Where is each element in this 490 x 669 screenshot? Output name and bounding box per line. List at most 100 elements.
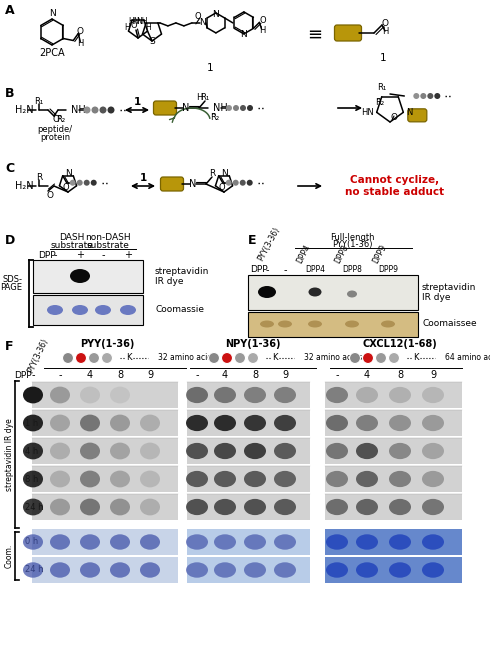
Ellipse shape — [72, 305, 88, 315]
Text: O: O — [195, 13, 201, 21]
Text: IR dye: IR dye — [422, 292, 450, 302]
Circle shape — [233, 180, 239, 186]
FancyBboxPatch shape — [187, 557, 310, 583]
Text: no stable adduct: no stable adduct — [345, 187, 444, 197]
Ellipse shape — [274, 443, 296, 459]
Ellipse shape — [214, 499, 236, 515]
Ellipse shape — [309, 288, 321, 296]
Text: 1: 1 — [133, 97, 141, 107]
Ellipse shape — [389, 387, 411, 403]
Ellipse shape — [110, 498, 130, 515]
Text: non-DASH: non-DASH — [85, 233, 131, 242]
Text: H₂N: H₂N — [15, 105, 34, 115]
Text: O: O — [77, 27, 84, 36]
Circle shape — [226, 180, 232, 186]
Ellipse shape — [274, 499, 296, 515]
Text: PYY(3-36): PYY(3-36) — [26, 337, 50, 374]
Text: H: H — [77, 39, 83, 48]
Ellipse shape — [23, 535, 43, 550]
Ellipse shape — [389, 471, 411, 487]
Text: E: E — [248, 234, 256, 247]
Ellipse shape — [326, 471, 348, 487]
Ellipse shape — [80, 387, 100, 403]
Ellipse shape — [214, 535, 236, 550]
Ellipse shape — [422, 535, 444, 550]
Circle shape — [240, 180, 245, 186]
Ellipse shape — [258, 286, 276, 298]
Ellipse shape — [422, 443, 444, 459]
Text: 24 h: 24 h — [25, 502, 44, 512]
Text: -: - — [195, 370, 199, 380]
Text: +: + — [76, 250, 84, 260]
Text: -: - — [283, 265, 287, 275]
Text: Coomassie: Coomassie — [155, 306, 204, 314]
Ellipse shape — [345, 320, 359, 328]
Circle shape — [75, 353, 87, 363]
Text: streptavidin IR dye: streptavidin IR dye — [4, 418, 14, 491]
Text: -: - — [58, 370, 62, 380]
Text: 9: 9 — [282, 370, 288, 380]
Text: O: O — [259, 16, 266, 25]
Ellipse shape — [80, 563, 100, 578]
Ellipse shape — [95, 305, 111, 315]
Ellipse shape — [381, 320, 395, 328]
Ellipse shape — [47, 305, 63, 315]
Text: R̃₂: R̃₂ — [56, 116, 66, 124]
Ellipse shape — [356, 535, 378, 550]
FancyBboxPatch shape — [187, 494, 310, 520]
Ellipse shape — [389, 443, 411, 459]
Text: A: A — [5, 4, 15, 17]
Text: H: H — [145, 23, 151, 31]
FancyBboxPatch shape — [187, 529, 310, 555]
Text: H: H — [382, 27, 388, 37]
Text: NH: NH — [213, 103, 228, 113]
Ellipse shape — [422, 415, 444, 431]
Text: PAGE: PAGE — [0, 284, 22, 292]
Text: P: P — [78, 355, 84, 361]
Circle shape — [233, 105, 239, 111]
Text: -: - — [101, 250, 105, 260]
Circle shape — [375, 353, 387, 363]
Ellipse shape — [244, 387, 266, 403]
Circle shape — [89, 353, 99, 363]
Ellipse shape — [356, 443, 378, 459]
Ellipse shape — [274, 387, 296, 403]
Text: N: N — [220, 169, 227, 177]
Ellipse shape — [23, 443, 43, 460]
Circle shape — [226, 105, 232, 111]
FancyBboxPatch shape — [325, 494, 462, 520]
Text: DPP9: DPP9 — [378, 266, 398, 274]
Ellipse shape — [214, 471, 236, 487]
Text: HN: HN — [361, 108, 374, 117]
Ellipse shape — [120, 305, 136, 315]
Text: 9: 9 — [430, 370, 436, 380]
Ellipse shape — [244, 443, 266, 459]
Ellipse shape — [50, 563, 70, 578]
Circle shape — [235, 353, 245, 363]
Ellipse shape — [389, 563, 411, 578]
Ellipse shape — [110, 415, 130, 432]
Ellipse shape — [326, 387, 348, 403]
FancyBboxPatch shape — [32, 557, 178, 583]
Text: K: K — [272, 353, 278, 363]
Text: 24 h: 24 h — [25, 565, 44, 575]
Ellipse shape — [140, 563, 160, 578]
Ellipse shape — [80, 443, 100, 460]
FancyBboxPatch shape — [32, 438, 178, 464]
Text: CXCL12(1-68): CXCL12(1-68) — [363, 339, 438, 349]
Text: Y: Y — [212, 355, 217, 361]
Ellipse shape — [186, 415, 208, 431]
Ellipse shape — [244, 471, 266, 487]
FancyBboxPatch shape — [187, 410, 310, 436]
Text: S: S — [238, 355, 243, 361]
Ellipse shape — [356, 499, 378, 515]
Ellipse shape — [140, 470, 160, 488]
Text: N: N — [65, 169, 72, 177]
Text: 8: 8 — [117, 370, 123, 380]
Text: Full-length: Full-length — [330, 233, 374, 242]
Text: H: H — [124, 23, 130, 33]
Ellipse shape — [274, 563, 296, 578]
Text: P: P — [366, 355, 370, 361]
Text: DPP4: DPP4 — [295, 243, 312, 265]
FancyBboxPatch shape — [32, 382, 178, 408]
